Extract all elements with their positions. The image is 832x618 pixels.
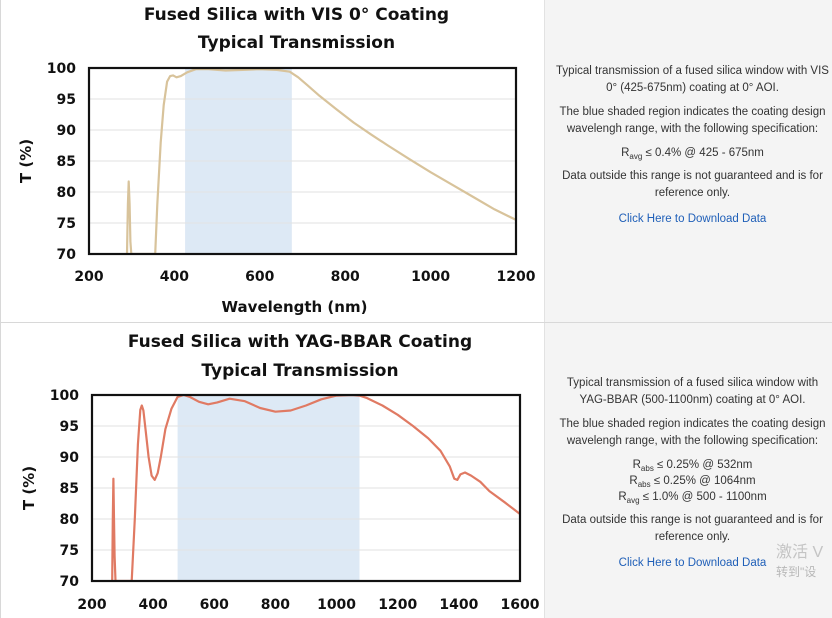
transmission-chart-yag: Fused Silica with YAG-BBAR Coating Typica… — [20, 332, 540, 613]
chart-panel-vis: Fused Silica with VIS 0° Coating Typical … — [0, 0, 544, 322]
x-tick-label: 800 — [331, 269, 360, 285]
activation-watermark: 激活 V 转到"设 — [776, 542, 832, 580]
spec-symbol: R — [632, 459, 641, 471]
spec-text: ≤ 0.25% @ 1064nm — [650, 475, 756, 487]
spec-line: Rabs ≤ 0.25% @ 1064nm — [555, 473, 830, 489]
plot-frame — [90, 393, 522, 583]
x-tick-label: 1000 — [317, 597, 356, 613]
chart-panel-yag: Fused Silica with YAG-BBAR Coating Typica… — [0, 323, 544, 618]
y-tick-label: 95 — [57, 92, 76, 108]
x-tick-label: 200 — [77, 597, 106, 613]
y-tick-label: 70 — [60, 574, 80, 590]
description-panel-vis: Typical transmission of a fused silica w… — [544, 0, 832, 322]
chart-subtitle: Typical Transmission — [198, 33, 395, 53]
y-axis-label: T (%) — [17, 139, 35, 183]
spec-list: Rabs ≤ 0.25% @ 532nm Rabs ≤ 0.25% @ 1064… — [555, 457, 830, 505]
x-tick-label: 400 — [139, 597, 168, 613]
x-tick-label: 1200 — [497, 269, 536, 285]
download-data-link[interactable]: Click Here to Download Data — [618, 213, 767, 225]
spec-subscript: avg — [629, 152, 643, 161]
x-tick-label: 200 — [74, 269, 103, 285]
x-tick-label: 1200 — [378, 597, 417, 613]
description-disclaimer: Data outside this range is not guarantee… — [562, 170, 823, 199]
plot-frame — [87, 66, 518, 256]
x-tick-label: 600 — [245, 269, 274, 285]
y-axis-label: T (%) — [20, 466, 38, 510]
spec-line: Ravg ≤ 1.0% @ 500 - 1100nm — [555, 489, 830, 505]
spec-text: ≤ 0.4% @ 425 - 675nm — [642, 147, 764, 159]
x-tick-label: 400 — [160, 269, 189, 285]
x-tick-label: 1000 — [411, 269, 450, 285]
description-region-note: The blue shaded region indicates the coa… — [559, 106, 826, 135]
y-tick-label: 85 — [57, 154, 76, 170]
spec-subscript: avg — [626, 496, 640, 505]
y-tick-label: 75 — [60, 543, 79, 559]
transmission-series-line — [111, 395, 520, 581]
y-tick-label: 80 — [60, 512, 80, 528]
chart-title: Fused Silica with VIS 0° Coating — [144, 5, 449, 25]
chart-title: Fused Silica with YAG-BBAR Coating — [128, 332, 472, 352]
spec-line: Ravg ≤ 0.4% @ 425 - 675nm — [555, 145, 830, 161]
spec-symbol: R — [629, 475, 638, 487]
watermark-line: 激活 V — [776, 544, 824, 561]
y-tick-label: 70 — [57, 247, 77, 263]
y-tick-label: 85 — [60, 481, 79, 497]
chart-subtitle: Typical Transmission — [201, 361, 398, 381]
y-tick-label: 80 — [57, 185, 77, 201]
description-intro: Typical transmission of a fused silica w… — [566, 377, 819, 406]
spec-subscript: abs — [640, 464, 654, 473]
spec-text: ≤ 0.25% @ 532nm — [653, 459, 753, 471]
transmission-chart-vis: Fused Silica with VIS 0° Coating Typical … — [17, 5, 536, 316]
description-intro: Typical transmission of a fused silica w… — [556, 65, 829, 94]
spec-list: Ravg ≤ 0.4% @ 425 - 675nm — [555, 145, 830, 161]
description-panel-yag: Typical transmission of a fused silica w… — [544, 323, 832, 618]
x-axis-label: Wavelength (nm) — [222, 298, 368, 316]
spec-symbol: R — [621, 147, 630, 159]
y-tick-label: 90 — [60, 450, 80, 466]
y-tick-label: 100 — [47, 61, 76, 77]
y-tick-label: 75 — [57, 216, 76, 232]
spec-symbol: R — [618, 491, 627, 503]
x-tick-label: 600 — [200, 597, 229, 613]
watermark-line: 转到"设 — [776, 565, 817, 579]
x-tick-label: 800 — [261, 597, 290, 613]
y-tick-label: 95 — [60, 419, 79, 435]
x-tick-label: 1600 — [501, 597, 540, 613]
x-tick-label: 1400 — [439, 597, 478, 613]
y-tick-label: 100 — [50, 388, 79, 404]
description-region-note: The blue shaded region indicates the coa… — [559, 418, 826, 447]
y-tick-label: 90 — [57, 123, 77, 139]
spec-line: Rabs ≤ 0.25% @ 532nm — [555, 457, 830, 473]
description-disclaimer: Data outside this range is not guarantee… — [562, 514, 823, 543]
transmission-series-line — [125, 68, 516, 254]
spec-subscript: abs — [637, 480, 651, 489]
spec-text: ≤ 1.0% @ 500 - 1100nm — [639, 491, 767, 503]
product-row-vis: Fused Silica with VIS 0° Coating Typical … — [0, 0, 832, 322]
product-row-yag: Fused Silica with YAG-BBAR Coating Typica… — [0, 322, 832, 618]
download-data-link[interactable]: Click Here to Download Data — [618, 557, 767, 569]
